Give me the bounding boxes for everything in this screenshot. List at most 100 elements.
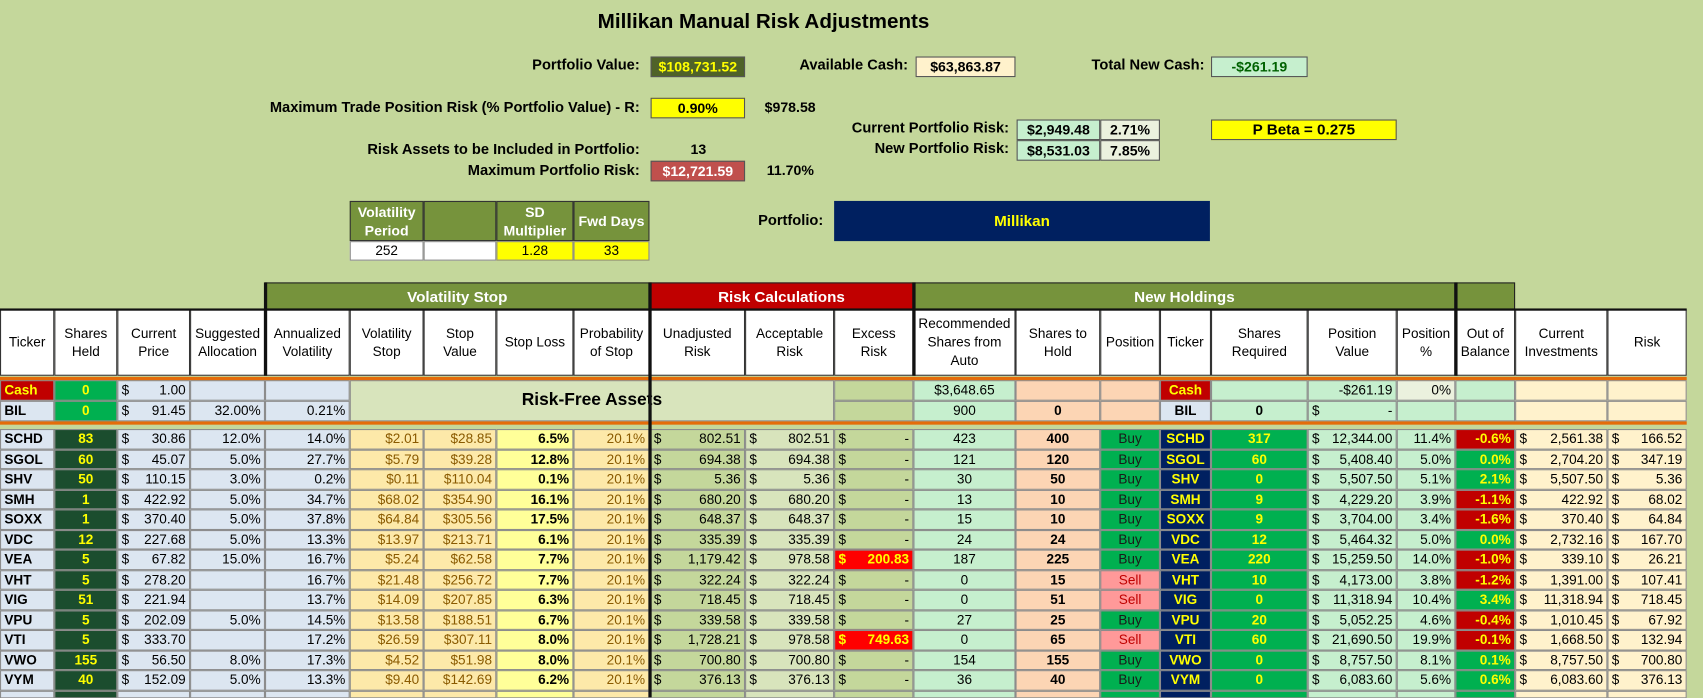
cell: $ 700.80	[745, 650, 835, 671]
cell: $ 422.92	[117, 489, 191, 510]
cell: $ 347.19	[1607, 449, 1687, 470]
cell: Cash	[1159, 380, 1212, 401]
cell: $256.72	[423, 569, 497, 590]
column-header: Acceptable Risk	[745, 309, 835, 376]
cell: 400	[1015, 429, 1101, 450]
cell: 13.3%	[265, 670, 350, 691]
cell: 14.0%	[265, 429, 350, 450]
cell: 0.6%	[1455, 670, 1516, 691]
cell: $4.52	[349, 650, 424, 671]
cell: $ 200.83	[834, 549, 914, 570]
cell: $ -	[834, 429, 914, 450]
column-header: Current Price	[117, 309, 191, 376]
cell: $ -	[1307, 400, 1397, 422]
cell: VIG	[0, 589, 55, 610]
cell: VHT	[1159, 569, 1212, 590]
cell: $ 4,229.20	[1307, 489, 1397, 510]
param-header: Volatility Period	[349, 200, 424, 242]
column-header: Position %	[1396, 309, 1456, 376]
cell: $307.11	[423, 629, 497, 651]
cell: $ 718.45	[1607, 589, 1687, 610]
cell: 14.5%	[265, 609, 350, 630]
column-header: Annualized Volatility	[265, 309, 350, 376]
cell: 11.4%	[1396, 429, 1456, 450]
cell: Cash	[0, 380, 55, 401]
cell: 51	[54, 589, 118, 610]
cell: $ 202.09	[117, 609, 191, 630]
cell	[190, 589, 266, 610]
cell	[190, 569, 266, 590]
cell: 5	[54, 609, 118, 630]
cell	[1607, 400, 1687, 422]
cell: 20.1%	[573, 569, 650, 590]
cell: 7.7%	[496, 569, 574, 590]
cell: 6.5%	[496, 429, 574, 450]
cell	[1211, 380, 1308, 401]
cell: $ 110.15	[117, 469, 191, 490]
cell: 20.1%	[573, 589, 650, 610]
cell: $ 749.63	[834, 629, 914, 651]
cell: VYM	[1159, 670, 1212, 691]
cell: $ 11,318.94	[1515, 589, 1608, 610]
cell: $64.84	[349, 509, 424, 530]
column-header: Stop Value	[423, 309, 497, 376]
cell: $ 5,507.50	[1515, 469, 1608, 490]
cell: 0	[913, 589, 1016, 610]
cell: -0.4%	[1455, 609, 1516, 630]
cell: SGOL	[1159, 449, 1212, 470]
cell	[834, 400, 914, 422]
cell: $ 648.37	[745, 509, 835, 530]
cell: $ 68.02	[1607, 489, 1687, 510]
border	[0, 308, 1687, 311]
label: Current Portfolio Risk:	[851, 119, 1009, 136]
column-header: Recommended Shares from Auto	[913, 309, 1016, 376]
cell: $ 5,052.25	[1307, 609, 1397, 630]
cell: 20	[1211, 609, 1308, 630]
column-header: Out of Balance	[1455, 309, 1516, 376]
cell: 900	[913, 400, 1016, 422]
cell: $ 335.39	[745, 529, 835, 550]
cell: $ 978.58	[745, 549, 835, 570]
column-header: Position	[1100, 309, 1160, 376]
cell: -1.6%	[1455, 509, 1516, 530]
cell: 220	[1211, 549, 1308, 570]
cell: $ 12,344.00	[1307, 429, 1397, 450]
cell: $ 5,408.40	[1307, 449, 1397, 470]
cell: $ 5,464.32	[1307, 529, 1397, 550]
cell: VWO	[0, 650, 55, 671]
cell: 17.3%	[265, 650, 350, 671]
column-header: Suggested Allocation	[190, 309, 266, 376]
cell: 20.1%	[573, 449, 650, 470]
cell: $ 67.82	[117, 549, 191, 570]
cell: $213.71	[423, 529, 497, 550]
cell: $ 694.38	[745, 449, 835, 470]
cell: 0	[54, 380, 118, 401]
cell: $ -	[834, 670, 914, 691]
cell: 6.3%	[496, 589, 574, 610]
cell: $ 8,757.50	[1307, 650, 1397, 671]
cell: $68.02	[349, 489, 424, 510]
cell: $ 680.20	[745, 489, 835, 510]
cell: $188.51	[423, 609, 497, 630]
cell: $ 376.13	[745, 670, 835, 691]
cell: $ -	[834, 449, 914, 470]
percent: 7.85%	[1100, 140, 1160, 161]
cell: -$261.19	[1307, 380, 1397, 401]
cell: 40	[1015, 670, 1101, 691]
cell: -1.2%	[1455, 569, 1516, 590]
cell: $2.01	[349, 429, 424, 450]
cell	[1607, 380, 1687, 401]
cell: $62.58	[423, 549, 497, 570]
cell: $ 64.84	[1607, 509, 1687, 530]
cell: Sell	[1100, 589, 1160, 610]
cell: 155	[1015, 650, 1101, 671]
cell: 19.9%	[1396, 629, 1456, 651]
cell	[190, 629, 266, 651]
cell: 16.7%	[265, 549, 350, 570]
value: 13	[690, 141, 707, 158]
cell: $ 1,179.42	[649, 549, 746, 570]
cell: 20.1%	[573, 629, 650, 651]
cell: $ 1,728.21	[649, 629, 746, 651]
cell: $13.97	[349, 529, 424, 550]
cell: $ 152.09	[117, 670, 191, 691]
